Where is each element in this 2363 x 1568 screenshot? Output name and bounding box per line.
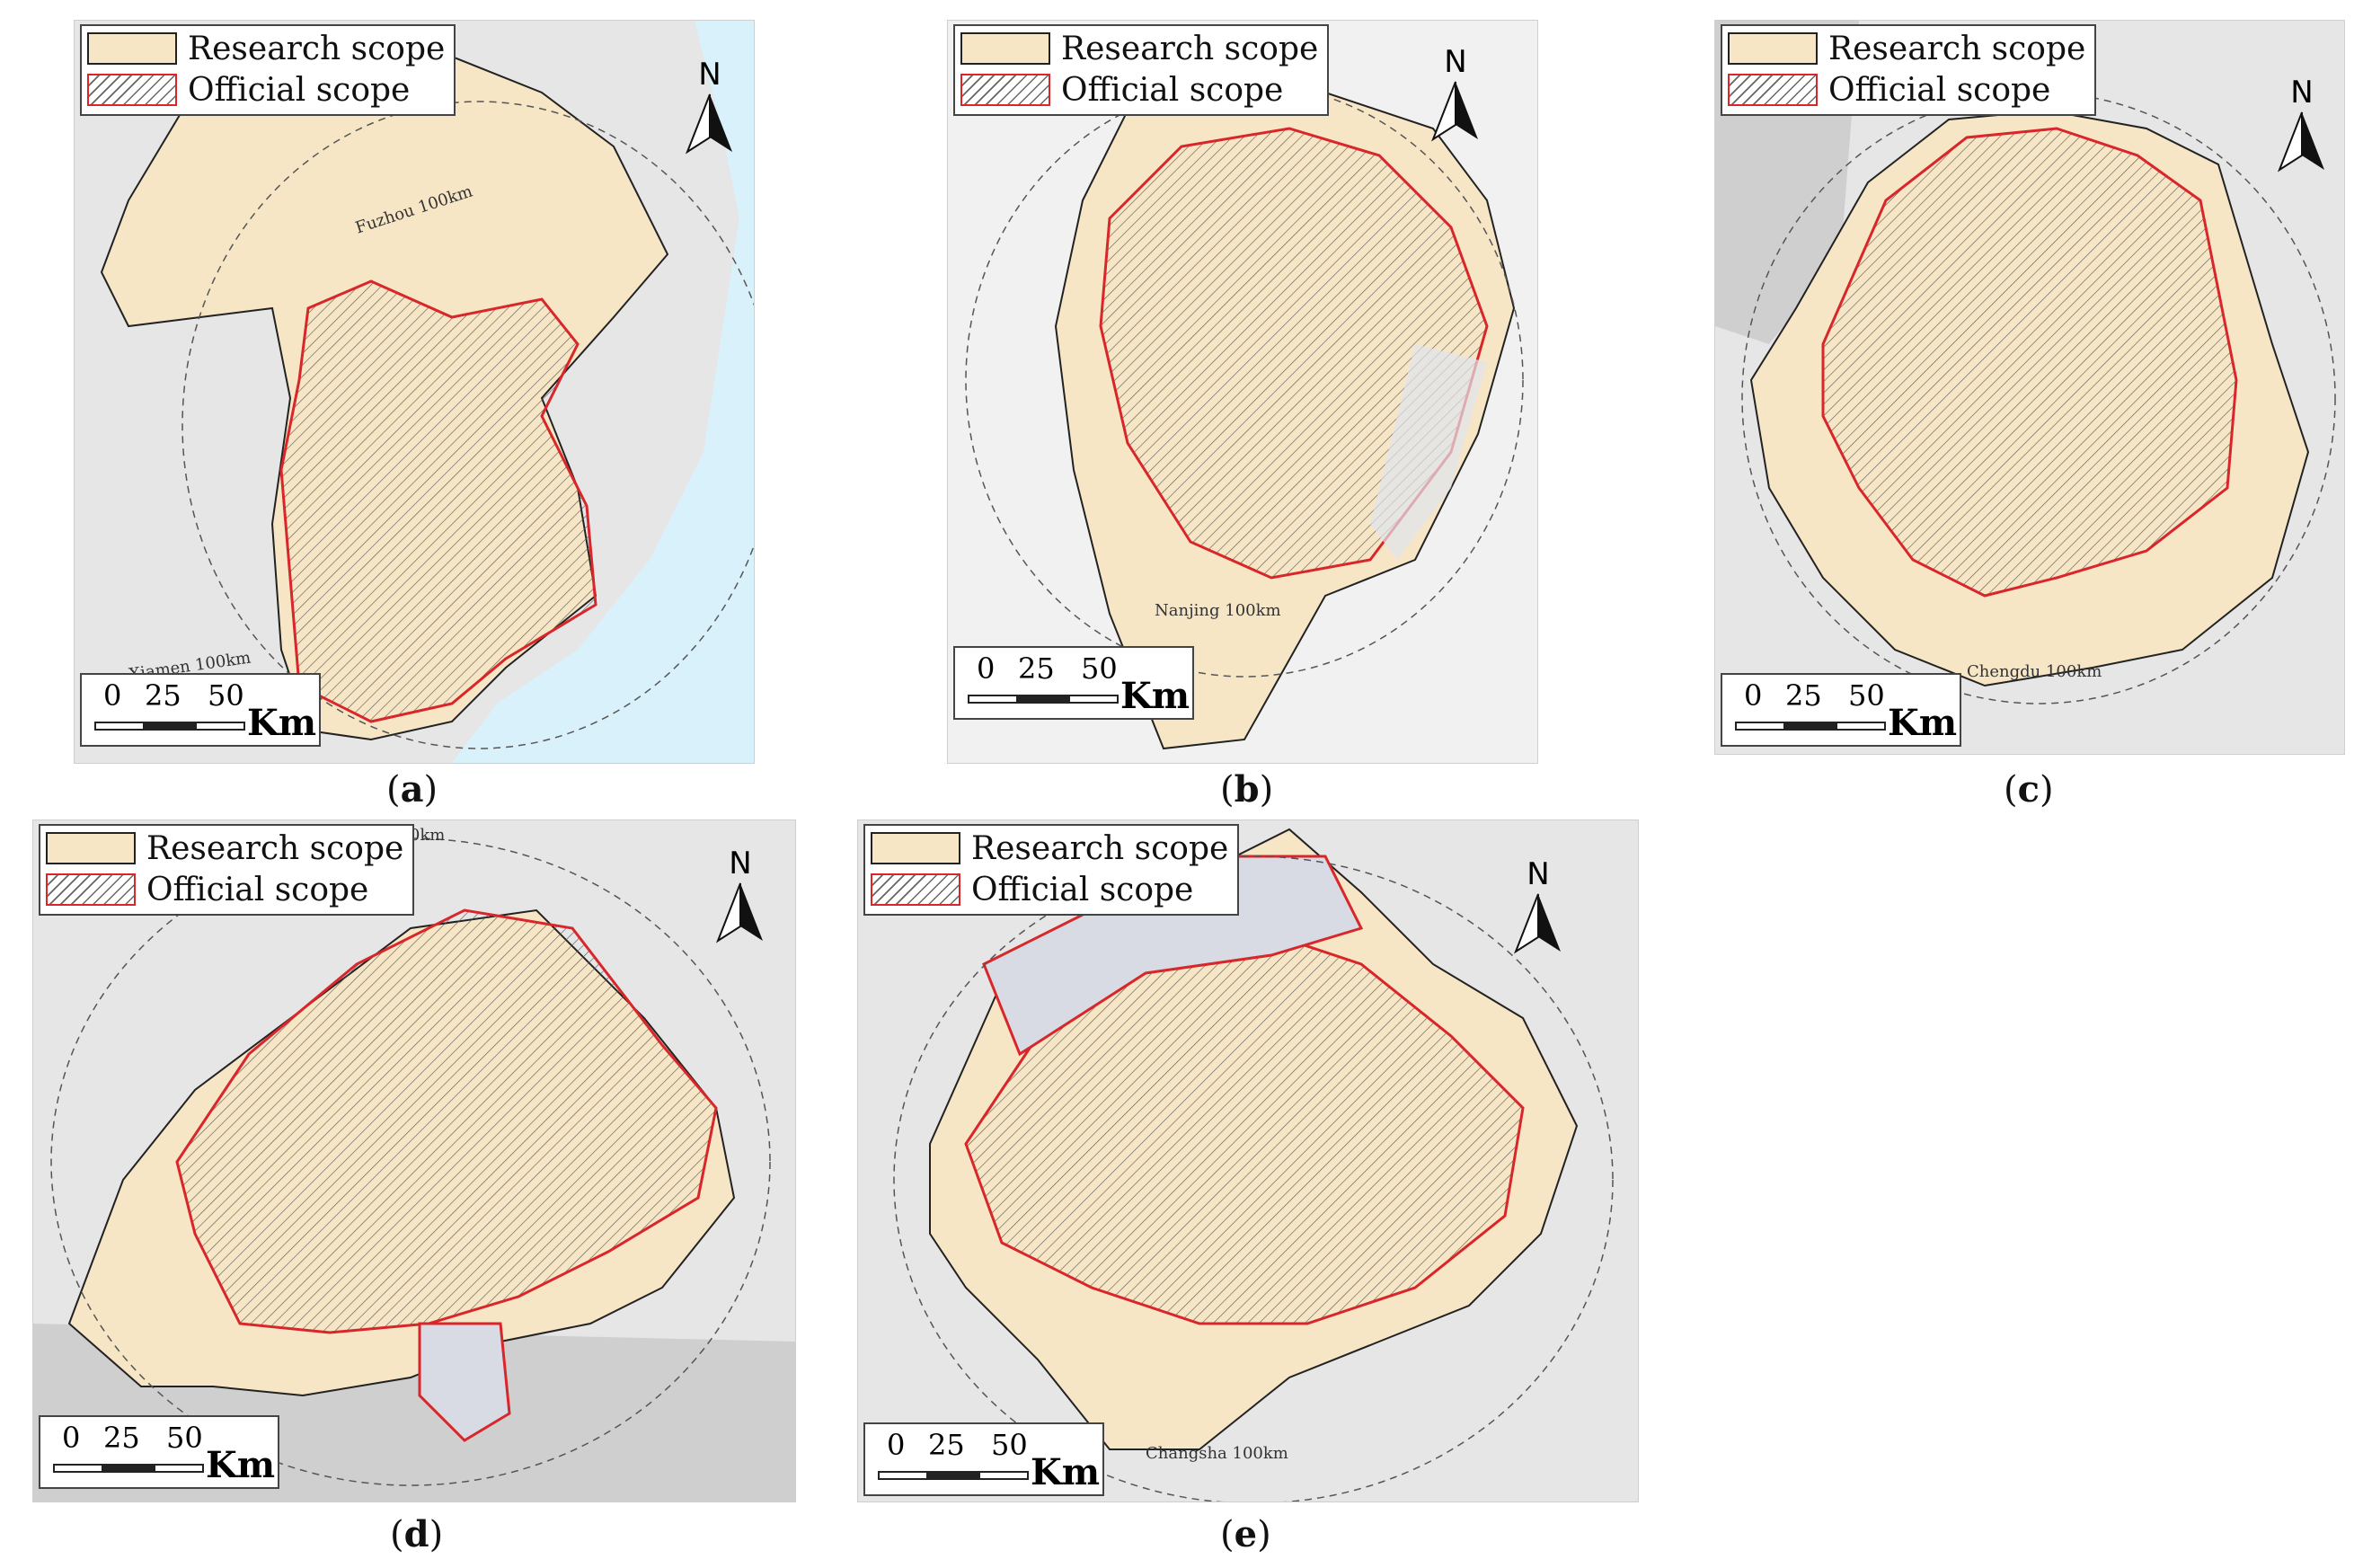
- scale-tick: 0: [1744, 678, 1763, 713]
- scale-tick: 50: [991, 1428, 1028, 1462]
- panel-caption-c: (c): [2004, 768, 2054, 811]
- official-scope-swatch: [1728, 74, 1818, 106]
- scale-tick: 50: [1081, 651, 1118, 686]
- legend-label-official: Official scope: [1061, 71, 1284, 109]
- map-legend: Research scope Official scope: [953, 24, 1330, 116]
- scale-tick: 50: [208, 678, 244, 713]
- official-scope-swatch: [46, 873, 136, 906]
- north-label: N: [1527, 856, 1550, 892]
- north-arrow-icon: N: [1507, 856, 1570, 955]
- research-scope-swatch: [1728, 32, 1818, 65]
- scale-unit: Km: [1031, 1451, 1101, 1493]
- scale-bar-graphic: [53, 1464, 204, 1473]
- legend-label-research: Research scope: [146, 829, 404, 867]
- scale-tick: 0: [977, 651, 996, 686]
- north-label: N: [698, 57, 721, 93]
- legend-label-research: Research scope: [971, 829, 1229, 867]
- north-arrow-icon: N: [1424, 44, 1487, 143]
- scale-tick: 25: [145, 678, 181, 713]
- scale-tick: 0: [103, 678, 122, 713]
- legend-label-official: Official scope: [1828, 71, 2051, 109]
- north-arrow-icon: N: [709, 846, 772, 944]
- map-panel-e: Changsha 100km Research scope Official s…: [857, 819, 1639, 1502]
- ring-label: Changsha 100km: [1146, 1444, 1288, 1463]
- legend-item-official: Official scope: [1728, 69, 2085, 111]
- research-scope-swatch: [960, 32, 1050, 65]
- scale-unit: Km: [1120, 675, 1190, 717]
- legend-label-research: Research scope: [1828, 30, 2086, 67]
- scale-tick: 50: [1848, 678, 1885, 713]
- legend-item-official: Official scope: [46, 869, 403, 910]
- scale-bar-graphic: [1735, 722, 1886, 731]
- scale-bar-graphic: [94, 722, 245, 731]
- scale-bar: 0 25 50 Km: [1721, 673, 1961, 747]
- map-panel-d: 100km Research scope Official scope N 0 …: [32, 819, 796, 1502]
- map-d-graphic: [33, 820, 795, 1502]
- scale-bar: 0 25 50 Km: [863, 1422, 1104, 1496]
- scale-bar: 0 25 50 Km: [80, 673, 321, 747]
- ring-label: Nanjing 100km: [1155, 601, 1281, 620]
- map-a-graphic: [75, 21, 754, 763]
- scale-bar-graphic: [878, 1471, 1029, 1480]
- map-e-graphic: [858, 820, 1638, 1502]
- map-panel-b: Nanjing 100km Research scope Official sc…: [947, 20, 1538, 764]
- north-label: N: [2290, 75, 2314, 111]
- panel-caption-a: (a): [386, 768, 438, 811]
- official-scope-swatch: [87, 74, 177, 106]
- research-scope-swatch: [87, 32, 177, 65]
- scale-bar-graphic: [968, 695, 1119, 704]
- legend-item-research: Research scope: [1728, 28, 2085, 69]
- official-scope-swatch: [960, 74, 1050, 106]
- research-scope-swatch: [871, 832, 960, 864]
- scale-unit: Km: [206, 1444, 276, 1486]
- research-scope-swatch: [46, 832, 136, 864]
- map-legend: Research scope Official scope: [863, 824, 1240, 916]
- map-legend: Research scope Official scope: [39, 824, 415, 916]
- legend-item-official: Official scope: [960, 69, 1318, 111]
- legend-label-research: Research scope: [1061, 30, 1319, 67]
- scale-tick: 25: [1018, 651, 1055, 686]
- map-panel-a: Fuzhou 100km Xiamen 100km Research scope…: [74, 20, 755, 764]
- north-arrow-icon: N: [2270, 75, 2333, 173]
- legend-item-research: Research scope: [87, 28, 445, 69]
- legend-item-official: Official scope: [871, 869, 1228, 910]
- legend-item-research: Research scope: [871, 828, 1228, 869]
- official-scope-swatch: [871, 873, 960, 906]
- scale-unit: Km: [247, 702, 317, 744]
- scale-bar: 0 25 50 Km: [953, 646, 1194, 720]
- scale-tick: 25: [1785, 678, 1822, 713]
- scale-tick: 0: [62, 1421, 81, 1455]
- map-b-graphic: [948, 21, 1537, 763]
- panel-caption-d: (d): [390, 1513, 444, 1555]
- scale-tick: 25: [103, 1421, 140, 1455]
- legend-item-research: Research scope: [960, 28, 1318, 69]
- ring-label: Chengdu 100km: [1967, 662, 2102, 681]
- map-c-graphic: [1715, 21, 2344, 754]
- legend-item-official: Official scope: [87, 69, 445, 111]
- legend-label-official: Official scope: [971, 871, 1194, 908]
- scale-tick: 25: [928, 1428, 965, 1462]
- north-label: N: [729, 846, 752, 881]
- scale-tick: 0: [887, 1428, 906, 1462]
- north-label: N: [1444, 44, 1467, 80]
- scale-unit: Km: [1888, 702, 1958, 744]
- map-legend: Research scope Official scope: [1721, 24, 2097, 116]
- panel-caption-b: (b): [1220, 768, 1274, 811]
- map-legend: Research scope Official scope: [80, 24, 456, 116]
- legend-label-official: Official scope: [146, 871, 369, 908]
- scale-bar: 0 25 50 Km: [39, 1415, 279, 1489]
- north-arrow-icon: N: [678, 57, 741, 155]
- scale-tick: 50: [166, 1421, 203, 1455]
- panel-caption-e: (e): [1220, 1513, 1271, 1555]
- legend-label-official: Official scope: [188, 71, 411, 109]
- map-panel-c: Chengdu 100km Research scope Official sc…: [1714, 20, 2345, 755]
- legend-label-research: Research scope: [188, 30, 446, 67]
- legend-item-research: Research scope: [46, 828, 403, 869]
